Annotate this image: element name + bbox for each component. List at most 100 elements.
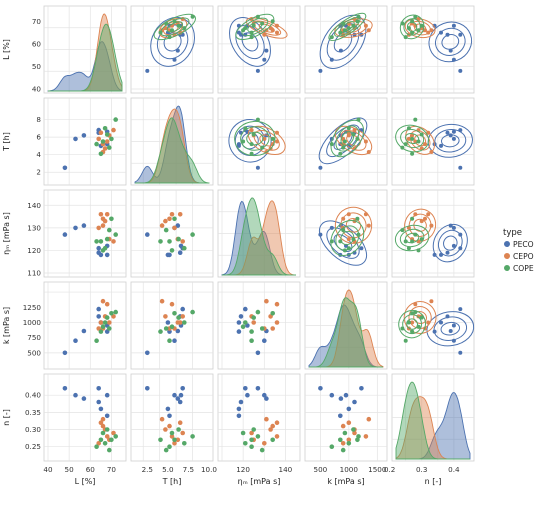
point-peco-n-L [96, 399, 101, 405]
contour-peak-cope [243, 26, 248, 31]
point-cope-k-L [104, 315, 110, 320]
contour-peak-cope [403, 142, 408, 147]
contour-peak-cope [351, 237, 356, 242]
point-peco-n-T [178, 392, 184, 398]
point-cope-n-T [176, 427, 181, 432]
point-cope-n-k [346, 441, 352, 446]
point-cope-n-k [340, 447, 346, 453]
cell-k-n [391, 281, 475, 370]
contour-cope-k-n [402, 314, 423, 335]
contour-cepo-eta-k [334, 206, 373, 244]
point-peco-k-L [81, 328, 87, 334]
contour-peak-peco [445, 250, 450, 255]
point-cepo-n-L [100, 416, 106, 422]
x-tick-label-L: 60 [86, 465, 96, 474]
point-peco-eta-L [98, 252, 104, 258]
contour-peak-cope [416, 248, 421, 253]
contour-peak-cepo [366, 150, 371, 154]
x-tick-label-T: 5.0 [162, 465, 174, 474]
kde-peco-L [47, 41, 123, 92]
contour-peak-cope [341, 21, 346, 26]
point-cepo-n-T [172, 441, 177, 446]
point-peco-n-k [318, 386, 323, 391]
contour-peak-peco [451, 23, 456, 28]
contour-peak-peco [432, 329, 437, 334]
point-cope-n-k [355, 437, 360, 443]
point-cepo-n-L [111, 430, 116, 436]
point-cepo-eta-T [169, 212, 175, 217]
contour-peco-eta-k [326, 227, 360, 259]
kde-cope-n [395, 381, 470, 460]
point-peco-n-T [172, 392, 177, 398]
contour-peak-cope [356, 232, 361, 237]
contour-peak-peco [458, 32, 463, 37]
contour-peak-peco [445, 130, 450, 135]
point-cope-n-T [182, 441, 187, 446]
y-tick-label-L: 40 [32, 85, 42, 94]
point-cepo-n-eta [262, 441, 267, 446]
cell-T-eta [217, 97, 301, 186]
contour-cope-eta-k [340, 230, 355, 246]
contour-peak-cope [170, 28, 174, 33]
point-cope-n-L [109, 437, 114, 443]
point-cepo-n-T [175, 437, 181, 443]
contour-peak-peco [451, 338, 456, 343]
contour-peak-cope [182, 26, 187, 31]
kde-cope-T [135, 117, 210, 184]
contour-peak-peco [329, 225, 334, 230]
contour-peak-cope [341, 145, 346, 150]
cell-k-k [304, 281, 388, 370]
contour-peak-cope [351, 23, 356, 28]
point-cepo-eta-L [100, 223, 106, 228]
contour-peak-cepo [426, 30, 431, 35]
point-cope-n-L [98, 437, 104, 443]
point-cope-k-L [100, 324, 106, 330]
y-tick-label-k: 1000 [23, 318, 42, 327]
kde-cope-k [309, 297, 383, 368]
contour-peak-peco [432, 252, 437, 257]
point-peco-k-eta [255, 350, 261, 356]
point-peco-n-eta [236, 406, 242, 412]
point-cepo-eta-T [177, 212, 183, 217]
point-cope-eta-L [104, 236, 110, 242]
point-cepo-k-eta [274, 320, 280, 325]
cell-frame [43, 281, 127, 370]
contour-peco-eta-n [432, 223, 468, 263]
cell-L-eta [217, 5, 301, 94]
point-cope-k-T [182, 320, 187, 325]
legend: type PECO CEPO COPE [503, 228, 534, 273]
point-cope-k-T [190, 309, 195, 315]
contour-peak-cope [356, 14, 361, 19]
contour-peak-peco [451, 243, 456, 248]
contour-peak-cepo [413, 302, 418, 307]
contour-peak-cepo [366, 223, 371, 228]
contour-peak-cope [355, 19, 360, 24]
y-tick-label-k: 500 [27, 348, 41, 357]
contour-peak-peco [451, 323, 456, 328]
point-peco-k-eta [236, 320, 242, 325]
contour-peak-cepo [426, 320, 431, 325]
x-tick-label-eta: 140 [279, 465, 293, 474]
point-cope-T-L [98, 151, 104, 157]
point-cope-T-L [113, 117, 118, 122]
cell-frame [217, 5, 301, 94]
contour-peak-peco [458, 246, 463, 251]
point-peco-n-eta [238, 399, 244, 405]
point-cepo-n-k [340, 441, 346, 446]
contour-peak-cepo [275, 30, 279, 35]
contour-peak-cope [249, 30, 254, 35]
point-cope-k-T [163, 326, 169, 331]
point-cepo-k-T [180, 314, 185, 319]
contour-peak-cepo [429, 223, 434, 228]
contour-peak-peco [236, 30, 241, 35]
contour-peak-cepo [406, 136, 411, 141]
point-cope-n-eta [255, 434, 261, 439]
contour-peak-peco [445, 32, 450, 37]
contour-cope-T-k [330, 119, 365, 158]
point-peco-n-L [104, 392, 110, 398]
contour-peak-cope [410, 239, 415, 244]
contour-peak-peco [451, 57, 456, 62]
contour-peak-cope [403, 239, 408, 244]
point-cepo-n-k [363, 434, 369, 439]
